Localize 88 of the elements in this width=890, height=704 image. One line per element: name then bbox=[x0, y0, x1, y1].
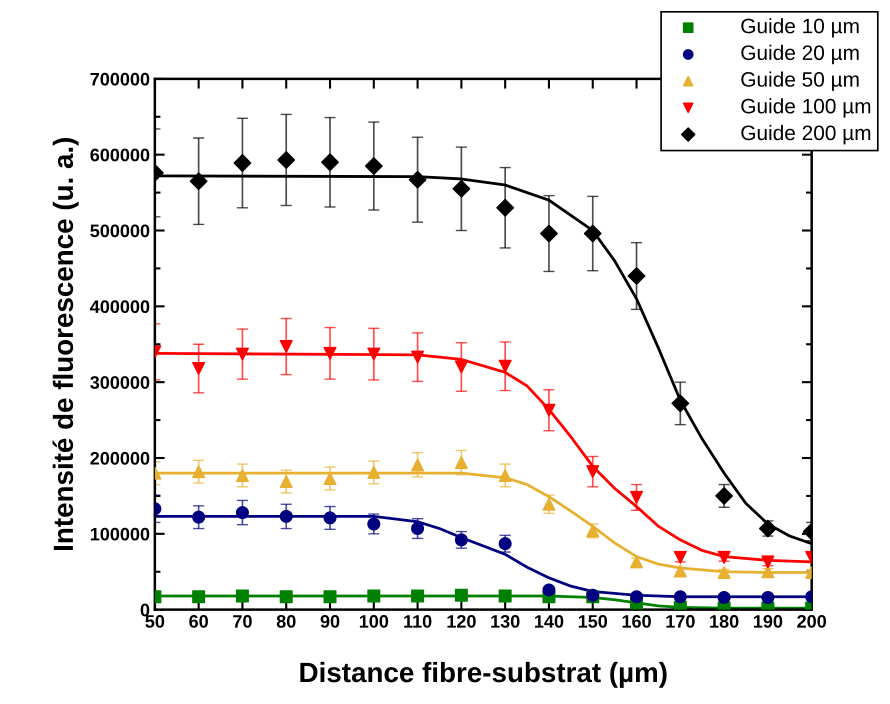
point bbox=[498, 590, 512, 603]
legend-label: Guide 100 µm bbox=[741, 98, 870, 118]
y-tick-label: 100000 bbox=[90, 528, 150, 541]
point bbox=[674, 590, 687, 604]
point bbox=[411, 458, 424, 472]
x-tick-label: 130 bbox=[491, 615, 520, 628]
point bbox=[192, 465, 206, 478]
point bbox=[758, 520, 777, 538]
point bbox=[408, 170, 426, 189]
point bbox=[542, 498, 556, 511]
point bbox=[542, 404, 556, 417]
y-tick-label: 600000 bbox=[90, 148, 150, 162]
x-tick-label: 90 bbox=[320, 615, 340, 628]
x-tick-label: 150 bbox=[578, 615, 608, 628]
point bbox=[192, 510, 206, 524]
x-tick-label: 100 bbox=[360, 615, 388, 628]
x-tick-label: 50 bbox=[145, 615, 164, 628]
y-tick-label: 0 bbox=[140, 604, 150, 616]
point bbox=[324, 346, 337, 360]
point bbox=[280, 510, 293, 523]
point bbox=[454, 588, 468, 602]
point bbox=[364, 157, 383, 175]
point bbox=[761, 565, 774, 578]
legend-label: Guide 10 µm bbox=[741, 18, 859, 38]
point bbox=[671, 394, 690, 412]
y-tick-label: 700000 bbox=[90, 72, 150, 86]
point bbox=[280, 475, 293, 488]
point bbox=[718, 566, 731, 580]
x-tick-label: 70 bbox=[233, 615, 252, 628]
point bbox=[367, 517, 380, 530]
point bbox=[236, 590, 249, 603]
point bbox=[715, 487, 734, 505]
point bbox=[192, 362, 206, 376]
point bbox=[277, 151, 296, 169]
x-tick-label: 180 bbox=[710, 615, 738, 628]
point bbox=[280, 340, 293, 354]
point bbox=[718, 591, 731, 604]
legend-label: Guide 200 µm bbox=[741, 124, 870, 144]
point bbox=[367, 348, 380, 361]
x-tick-label: 190 bbox=[754, 615, 782, 628]
point bbox=[454, 533, 468, 546]
point bbox=[411, 522, 424, 536]
point bbox=[630, 590, 644, 604]
point bbox=[584, 224, 602, 242]
x-tick-label: 160 bbox=[622, 615, 651, 628]
y-tick-label: 500000 bbox=[90, 224, 150, 238]
y-tick-label: 400000 bbox=[90, 300, 150, 314]
x-tick-label: 170 bbox=[666, 615, 695, 628]
point bbox=[280, 590, 293, 604]
x-tick-label: 80 bbox=[276, 615, 296, 628]
x-axis-title: Distance fibre-substrat (µm) bbox=[300, 662, 667, 688]
point bbox=[540, 224, 558, 242]
point bbox=[674, 564, 687, 578]
y-tick-label: 300000 bbox=[90, 376, 150, 389]
point bbox=[236, 468, 249, 482]
point bbox=[630, 490, 644, 504]
point bbox=[192, 590, 206, 604]
point bbox=[324, 511, 337, 524]
point bbox=[234, 154, 252, 172]
point bbox=[190, 172, 208, 190]
point bbox=[411, 590, 424, 603]
point bbox=[452, 180, 470, 198]
legend-label: Guide 50 µm bbox=[741, 72, 859, 91]
point bbox=[498, 468, 512, 482]
point bbox=[236, 506, 249, 520]
point bbox=[236, 348, 249, 361]
point bbox=[496, 198, 514, 217]
y-axis-title: Intensité de fluorescence (u. a.) bbox=[52, 138, 79, 550]
point bbox=[321, 153, 339, 172]
point bbox=[367, 466, 380, 479]
point bbox=[628, 267, 646, 285]
y-tick-label: 200000 bbox=[90, 452, 150, 465]
point bbox=[586, 465, 600, 478]
x-tick-label: 200 bbox=[797, 615, 826, 628]
x-tick-label: 120 bbox=[447, 615, 476, 628]
x-tick-label: 110 bbox=[404, 615, 432, 628]
point bbox=[454, 456, 468, 470]
point bbox=[498, 537, 512, 550]
point bbox=[498, 360, 512, 373]
x-tick-label: 60 bbox=[189, 615, 208, 628]
point bbox=[367, 590, 380, 603]
legend-label: Guide 20 µm bbox=[741, 44, 859, 64]
point bbox=[454, 360, 468, 374]
x-tick-label: 140 bbox=[535, 615, 564, 628]
point bbox=[761, 591, 774, 604]
point bbox=[324, 590, 337, 604]
point bbox=[542, 583, 556, 596]
point bbox=[411, 350, 424, 364]
